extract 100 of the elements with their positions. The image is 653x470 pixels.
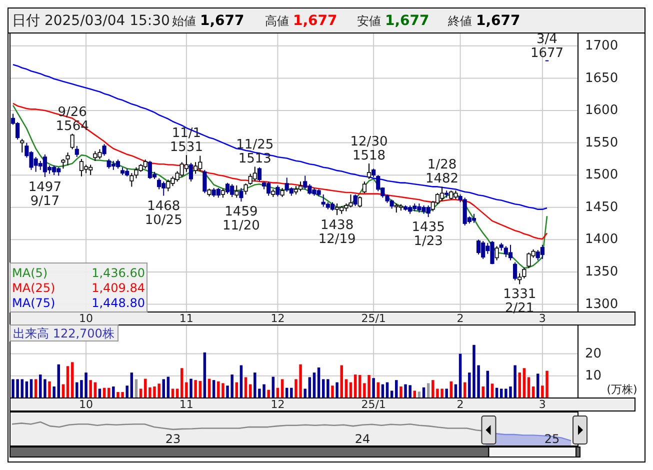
candlestick <box>194 162 198 174</box>
candlestick <box>61 158 66 170</box>
annotation: 1497 9/17 <box>28 180 62 210</box>
x-tick-label: 2 <box>456 398 464 411</box>
candlestick <box>70 133 74 150</box>
x-tick-label: 11 <box>179 398 194 411</box>
y-tick-label: 1600 <box>585 103 618 118</box>
bar <box>267 390 270 398</box>
annotation: 1435 1/23 <box>412 220 445 250</box>
annotation: 3/4 1677 <box>530 32 564 61</box>
y-tick-label: 1350 <box>585 264 618 280</box>
x-tick-label: 23 <box>165 432 181 446</box>
x-tick-label: 12 <box>270 312 285 325</box>
bar <box>326 379 330 398</box>
y-tick-label: 1700 <box>585 38 618 54</box>
candlestick <box>440 186 444 202</box>
candlestick <box>239 188 244 202</box>
bar <box>536 374 540 398</box>
annotation: 1438 12/19 <box>318 218 356 248</box>
text: MA(25) 1,409.84 <box>12 281 145 295</box>
line-series <box>12 104 548 269</box>
bar <box>20 379 24 398</box>
chart-title: 日付 2025/03/04 15:30 <box>12 13 170 29</box>
bar <box>322 379 325 398</box>
y-tick-label: 1650 <box>585 70 618 86</box>
bar <box>48 381 51 398</box>
candlestick <box>102 144 106 156</box>
bar <box>400 386 402 398</box>
candlestick <box>353 194 358 207</box>
annotation: 11/1 1531 <box>170 126 203 156</box>
candlestick <box>362 181 366 194</box>
annotation: 1459 11/20 <box>222 204 260 234</box>
annotation: 1/28 1482 <box>425 158 459 187</box>
text: 高値 1,677 <box>265 13 338 29</box>
chart-title: 出来高 122,700株 <box>13 326 114 340</box>
text: MA(75) 1,448.80 <box>12 296 145 310</box>
candlestick <box>188 162 194 182</box>
x-tick-label: 3 <box>538 312 546 325</box>
bar <box>372 378 375 398</box>
bar <box>70 362 74 398</box>
text: MA(5) 1,436.60 <box>12 266 145 280</box>
candlestick <box>257 166 262 182</box>
candlestick <box>157 178 162 190</box>
candlestick <box>184 154 188 172</box>
y-tick-label: 1500 <box>585 168 618 183</box>
candlestick <box>202 169 207 194</box>
bar <box>66 366 70 398</box>
bar <box>280 379 284 398</box>
bar <box>134 379 138 398</box>
text: 安値 1,677 <box>357 13 430 29</box>
candlestick <box>472 213 476 224</box>
annotation: 12/30 1518 <box>350 134 388 164</box>
bar <box>52 386 56 398</box>
bar <box>308 377 312 398</box>
bar <box>290 388 293 398</box>
bar <box>344 379 348 398</box>
candlestick <box>79 158 84 177</box>
bar <box>89 380 92 398</box>
candlestick <box>244 182 248 195</box>
y-tick-label: 20 <box>585 346 602 362</box>
candlestick <box>220 188 225 198</box>
bar <box>57 364 60 398</box>
candlestick <box>540 244 544 260</box>
text: 始値 1,677 <box>172 13 244 29</box>
text: 終値 1,677 <box>447 13 520 29</box>
bar <box>304 388 306 398</box>
candlestick <box>74 146 79 158</box>
bar <box>331 386 334 398</box>
candlestick <box>298 181 303 192</box>
bar <box>194 380 197 398</box>
bar <box>185 382 188 398</box>
y-tick-label: 1300 <box>585 296 618 312</box>
bar <box>162 379 165 398</box>
candlestick <box>130 172 134 188</box>
y-axis-title: (万株) <box>606 383 638 396</box>
candlestick <box>216 188 220 198</box>
bar <box>312 372 316 398</box>
bar <box>180 368 184 398</box>
x-tick-label: 2 <box>456 312 464 325</box>
x-tick-label: 10 <box>79 312 94 325</box>
bar <box>527 377 530 398</box>
bar <box>445 388 448 398</box>
bar <box>112 386 115 398</box>
bar <box>190 378 192 398</box>
candlestick <box>280 188 284 198</box>
candlestick <box>225 182 230 194</box>
bar <box>126 386 128 398</box>
bar <box>340 365 343 398</box>
bar <box>30 379 33 398</box>
annotation: 1468 10/25 <box>144 198 182 228</box>
y-tick-label: 1400 <box>585 232 618 248</box>
x-tick-label: 3 <box>538 398 546 411</box>
candlestick <box>303 175 308 190</box>
candlestick <box>494 246 499 261</box>
bar <box>458 354 462 398</box>
bar <box>203 352 206 398</box>
candlestick <box>143 159 148 170</box>
candlestick <box>518 272 522 285</box>
y-tick-label: 1450 <box>585 200 618 215</box>
candlestick <box>276 184 280 197</box>
